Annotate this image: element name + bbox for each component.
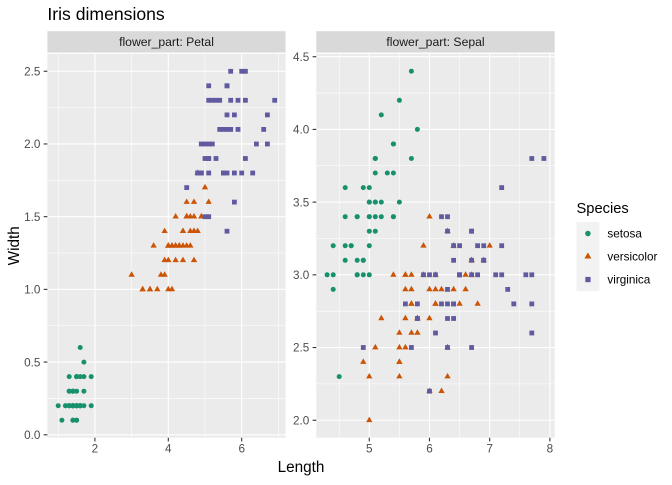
svg-text:2.5: 2.5	[293, 342, 310, 355]
svg-text:5: 5	[366, 443, 373, 456]
svg-text:4: 4	[165, 443, 172, 456]
svg-text:2.5: 2.5	[24, 66, 41, 79]
svg-text:7: 7	[486, 443, 493, 456]
svg-text:6: 6	[426, 443, 433, 456]
svg-text:0.5: 0.5	[24, 356, 41, 369]
svg-text:0.0: 0.0	[24, 429, 41, 442]
svg-text:Iris dimensions: Iris dimensions	[47, 4, 165, 24]
svg-text:3.0: 3.0	[293, 269, 310, 282]
svg-text:2.0: 2.0	[24, 138, 41, 151]
svg-text:flower_part: Sepal: flower_part: Sepal	[386, 35, 484, 49]
svg-text:Length: Length	[278, 459, 325, 476]
svg-text:3.5: 3.5	[293, 196, 310, 209]
svg-text:Species: Species	[577, 201, 629, 217]
svg-text:2: 2	[92, 443, 99, 456]
svg-text:virginica: virginica	[607, 274, 650, 287]
svg-text:1.0: 1.0	[24, 284, 41, 297]
svg-text:2.0: 2.0	[293, 414, 310, 427]
svg-text:8: 8	[547, 443, 554, 456]
svg-text:6: 6	[238, 443, 245, 456]
svg-text:1.5: 1.5	[24, 211, 41, 224]
svg-text:Width: Width	[6, 226, 23, 265]
svg-text:4.5: 4.5	[293, 51, 310, 64]
svg-text:setosa: setosa	[607, 228, 642, 241]
svg-text:versicolor: versicolor	[607, 251, 657, 264]
svg-text:flower_part: Petal: flower_part: Petal	[119, 35, 214, 49]
svg-text:4.0: 4.0	[293, 124, 310, 137]
